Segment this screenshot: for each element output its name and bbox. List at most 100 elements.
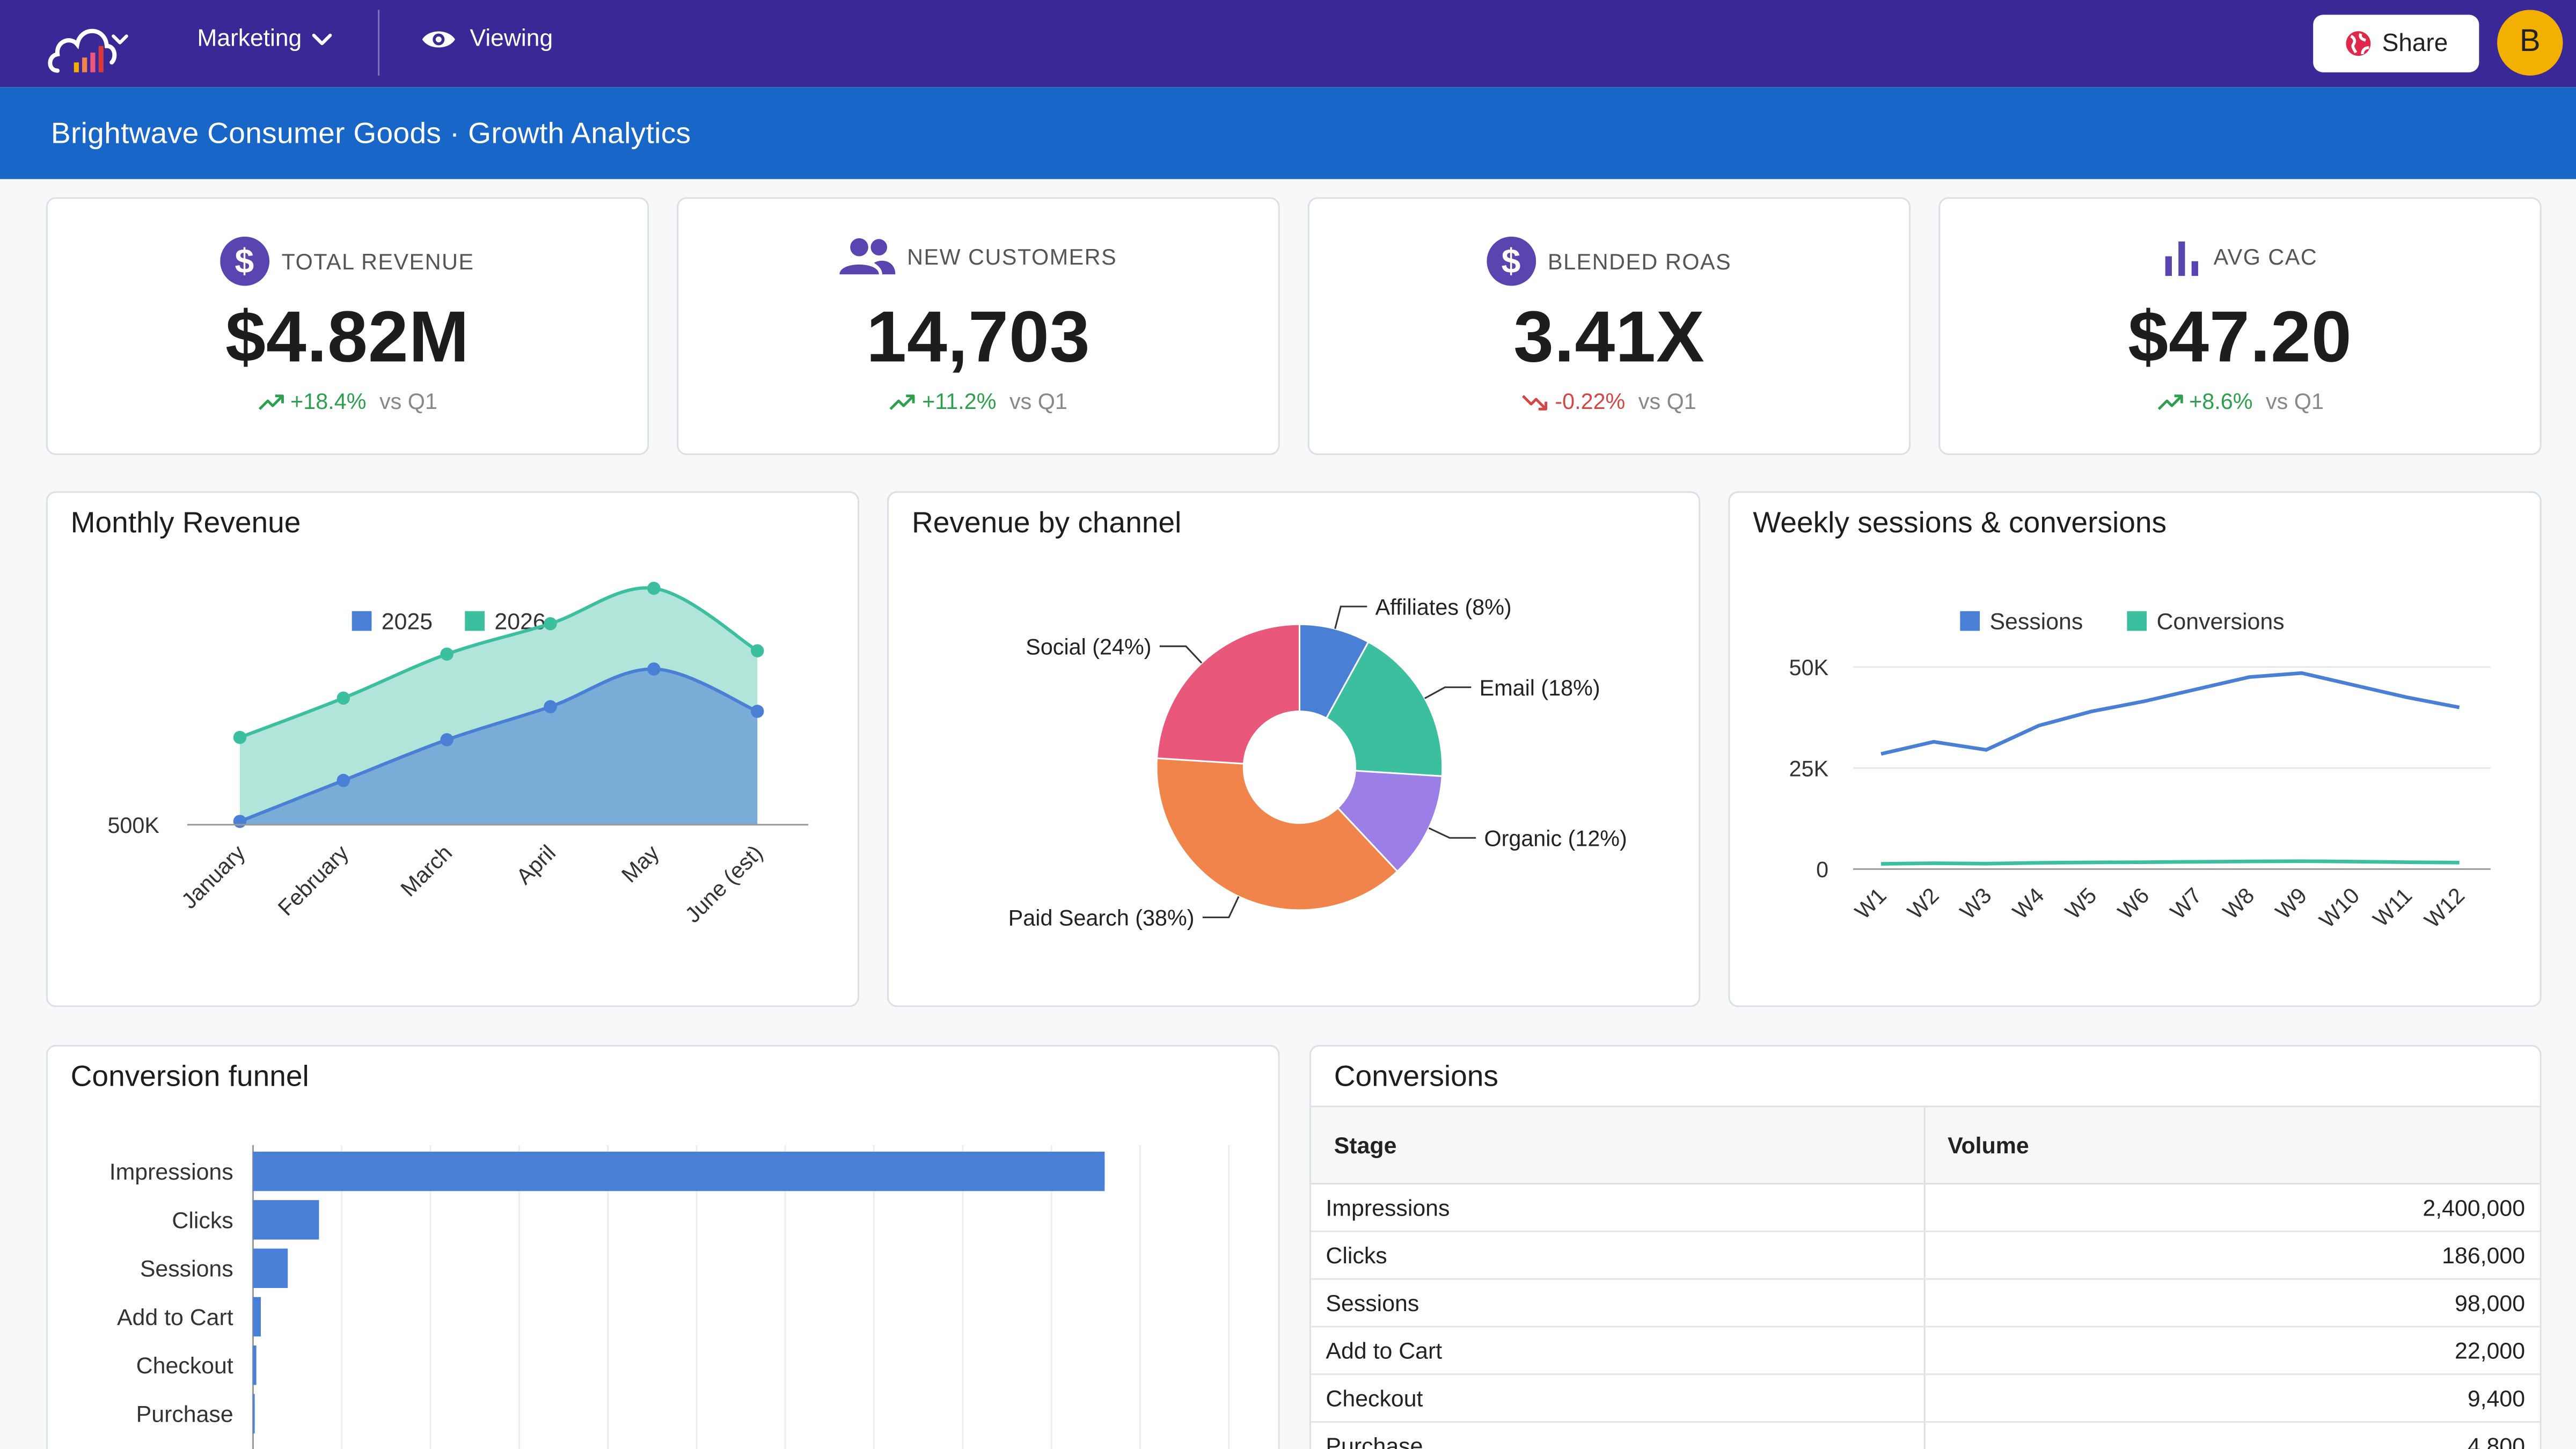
- x-tick-label: April: [511, 840, 560, 889]
- x-tick-label: May: [617, 840, 664, 887]
- table-row: Checkout 9,400: [1311, 1374, 2540, 1423]
- data-point: [440, 647, 453, 661]
- slice-label: Email (18%): [1480, 676, 1600, 700]
- workspace-dropdown[interactable]: Marketing: [197, 26, 332, 53]
- panel-title: Weekly sessions & conversions: [1753, 506, 2167, 539]
- pie-slice: [1325, 641, 1444, 777]
- volume-cell: 4,800: [1923, 1422, 2540, 1449]
- x-tick-label: March: [396, 840, 457, 902]
- table-row: Add to Cart 22,000: [1311, 1326, 2540, 1375]
- x-tick-label: February: [273, 840, 354, 920]
- bar-chart-icon: [2165, 241, 2199, 276]
- x-tick-label: W12: [2420, 883, 2470, 933]
- monthly-revenue-chart: 2025 2026 500K January February March April May…: [107, 581, 809, 927]
- cloud-chart-logo-icon: [48, 28, 128, 73]
- chevron-down-icon: [112, 34, 128, 45]
- slice-label: Affiliates (8%): [1375, 595, 1512, 619]
- y-tick-label: 50K: [1789, 655, 1829, 680]
- data-point: [750, 705, 764, 718]
- data-point: [336, 773, 350, 787]
- weekly-sessions-panel: Weekly sessions & conversions Sessions Co…: [1728, 491, 2542, 1007]
- revenue-by-channel-chart: Affiliates (8%) Email (18%) Organic (12%) P…: [1008, 595, 1627, 931]
- series-line-2025: [239, 667, 758, 823]
- table-row: Clicks 186,000: [1311, 1231, 2540, 1280]
- chevron-down-icon: [311, 33, 332, 46]
- kpi-value: $4.82M: [225, 297, 470, 378]
- x-tick-label: W2: [1902, 883, 1943, 924]
- kpi-delta-value: +18.4%: [290, 389, 367, 414]
- kpi-value: 14,703: [866, 297, 1091, 378]
- kpi-comparison: vs Q1: [2266, 389, 2324, 414]
- kpi-value: $47.20: [2128, 297, 2352, 378]
- data-point: [750, 644, 764, 657]
- dashboard-title: Brightwave Consumer Goods · Growth Analy…: [50, 116, 691, 150]
- data-point: [647, 662, 661, 676]
- app-logo-menu[interactable]: [46, 11, 145, 77]
- panel-title: Revenue by channel: [911, 506, 1182, 539]
- x-tick-label: W5: [2060, 883, 2101, 924]
- stage-cell: Clicks: [1311, 1231, 1924, 1280]
- kpi-value: 3.41X: [1513, 297, 1705, 378]
- x-tick-label: W11: [2368, 883, 2417, 931]
- user-avatar[interactable]: B: [2497, 10, 2563, 76]
- funnel-bar: [253, 1151, 1105, 1191]
- kpi-label: AVG CAC: [2213, 244, 2318, 269]
- stage-cell: Add to Cart: [1311, 1326, 1924, 1375]
- legend-swatch: [352, 611, 372, 631]
- funnel-bar: [253, 1345, 257, 1385]
- globe-icon: [2346, 31, 2371, 56]
- x-tick-label: W6: [2113, 883, 2154, 924]
- table-row: Impressions 2,400,000: [1311, 1183, 2540, 1232]
- series-area-2025: [239, 669, 758, 825]
- funnel-bar: [253, 1200, 319, 1240]
- legend-swatch: [465, 611, 485, 631]
- legend-label: Conversions: [2156, 609, 2284, 634]
- pie-slice: [1156, 623, 1300, 765]
- series-line-2026: [239, 586, 758, 739]
- svg-text:$: $: [1502, 241, 1521, 280]
- volume-cell: 22,000: [1923, 1326, 2540, 1375]
- y-tick-label: Checkout: [136, 1353, 233, 1379]
- data-point: [233, 730, 247, 744]
- dashboard-header: Brightwave Consumer Goods · Growth Analy…: [0, 87, 2576, 179]
- panel-title: Conversions: [1334, 1059, 1498, 1093]
- viewing-mode-toggle[interactable]: Viewing: [421, 26, 553, 53]
- y-tick-label: Clicks: [172, 1208, 233, 1233]
- volume-cell: 98,000: [1923, 1279, 2540, 1328]
- y-tick-label: Purchase: [136, 1401, 233, 1427]
- people-icon: [839, 238, 896, 275]
- conversion-funnel-panel: Conversion funnel Impressions Clicks Sessi…: [46, 1044, 1280, 1449]
- trending-up-icon: [890, 393, 916, 409]
- slice-leader-line: [1424, 686, 1472, 699]
- panel-title: Monthly Revenue: [70, 506, 301, 539]
- conversion-funnel-chart: Impressions Clicks Sessions Add to Cart Chec…: [109, 1145, 1230, 1449]
- kpi-card-avg-cac: AVG CAC $47.20 +8.6% vs Q1: [1938, 197, 2542, 455]
- column-header-volume[interactable]: Volume: [1923, 1106, 2540, 1185]
- slice-label: Paid Search (38%): [1008, 906, 1195, 931]
- pie-slice: [1336, 770, 1443, 873]
- y-tick-label: 0: [1816, 858, 1828, 882]
- share-button[interactable]: Share: [2313, 14, 2479, 72]
- slice-label: Social (24%): [1026, 635, 1151, 660]
- trending-up-icon: [2157, 393, 2183, 409]
- data-point: [336, 691, 350, 705]
- weekly-sessions-chart: Sessions Conversions 0 25K 50K W1 W2 W3 W4 W5 W6 W7…: [1789, 609, 2491, 933]
- stage-cell: Sessions: [1311, 1279, 1924, 1328]
- column-header-stage[interactable]: Stage: [1311, 1106, 1924, 1185]
- data-point: [440, 733, 453, 747]
- slice-leader-line: [1202, 896, 1240, 918]
- slice-leader-line: [1428, 827, 1476, 839]
- stage-cell: Impressions: [1311, 1183, 1924, 1232]
- conversions-table-panel: Conversions Stage Volume Impressions 2,40…: [1309, 1044, 2542, 1449]
- kpi-delta-value: +8.6%: [2189, 389, 2253, 414]
- share-label: Share: [2382, 30, 2448, 58]
- viewing-label: Viewing: [470, 26, 553, 53]
- kpi-label: BLENDED ROAS: [1548, 248, 1732, 274]
- volume-cell: 9,400: [1923, 1374, 2540, 1423]
- monthly-revenue-panel: Monthly Revenue 2025 2026 500K January Febru…: [46, 491, 860, 1007]
- workspace-label: Marketing: [197, 26, 302, 53]
- data-point: [647, 581, 661, 595]
- table-header-row: Stage Volume: [1311, 1106, 2540, 1185]
- x-tick-label: June (est): [680, 840, 767, 927]
- panel-title: Conversion funnel: [70, 1059, 309, 1093]
